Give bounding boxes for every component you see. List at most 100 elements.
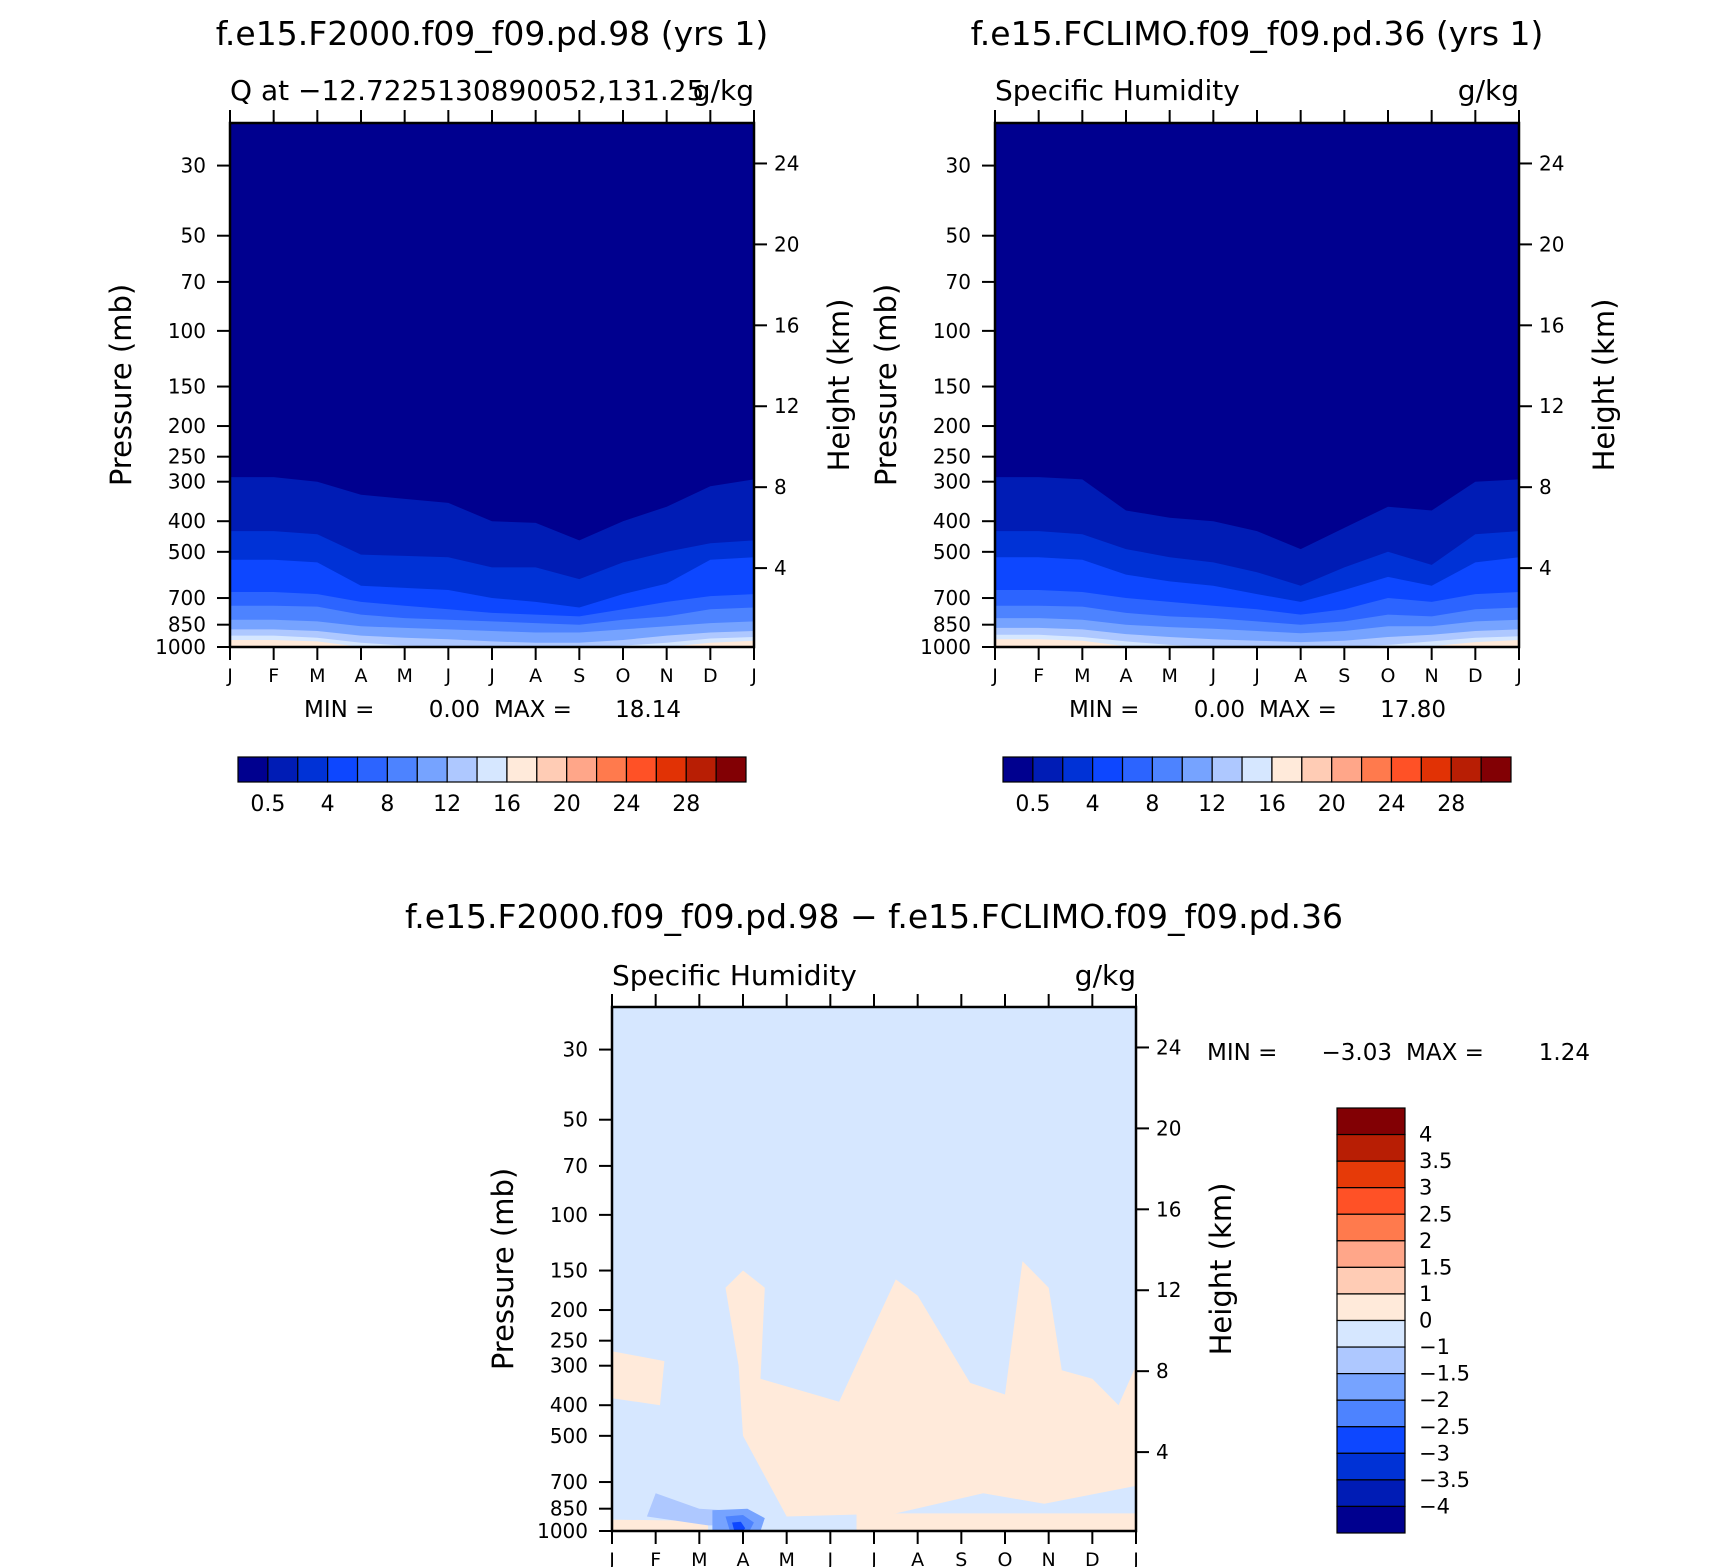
y-tick-label: 100 — [933, 319, 971, 343]
y-right-tick-label: 24 — [1156, 1035, 1181, 1059]
panel-2-min-label: MIN = — [1069, 697, 1139, 723]
y-right-tick-label: 20 — [1539, 232, 1564, 256]
panel-3-y-ticks-right: 24 20 16 12 8 4 — [1136, 1035, 1181, 1464]
y-right-tick-label: 24 — [1539, 151, 1564, 175]
colorbar-label: 4 — [1419, 1123, 1432, 1147]
panel-1-contours — [230, 123, 754, 647]
colorbar-box — [327, 756, 359, 783]
panel-1-title: f.e15.F2000.f09_f09.pd.98 (yrs 1) — [216, 14, 769, 53]
y-tick-label: 250 — [933, 445, 971, 469]
x-tick-label: J — [1132, 1549, 1139, 1567]
x-tick-label: M — [691, 1549, 707, 1567]
colorbar-box — [1336, 1240, 1406, 1268]
y-tick-label: 700 — [168, 586, 206, 610]
colorbar-box — [1002, 756, 1034, 783]
x-tick-label: O — [1381, 665, 1396, 687]
colorbar-box — [1336, 1479, 1406, 1508]
y-tick-label: 70 — [181, 270, 206, 294]
colorbar-box — [566, 756, 598, 783]
y-tick-label: 200 — [933, 414, 971, 438]
y-tick-label: 300 — [168, 470, 206, 494]
x-tick-label: A — [529, 665, 542, 687]
x-tick-label: O — [616, 665, 631, 687]
x-tick-label: F — [650, 1549, 661, 1567]
colorbar-label: 1.5 — [1419, 1255, 1452, 1279]
colorbar-box — [1336, 1133, 1406, 1162]
y-tick-label: 1000 — [155, 635, 206, 659]
colorbar-label: 0.5 — [250, 792, 285, 817]
panel-2-min-value: 0.00 — [1194, 697, 1245, 723]
y-right-tick-label: 4 — [1539, 556, 1552, 580]
colorbar-box — [237, 756, 269, 783]
panel-1-subtitle-left: Q at −12.7225130890052,131.25 — [230, 74, 704, 107]
panel-2-subtitle-right: g/kg — [1458, 74, 1519, 107]
panel-3-min-value: −3.03 — [1322, 1040, 1392, 1066]
panel-1-ylabel-right: Height (km) — [822, 299, 856, 472]
y-tick-label: 1000 — [537, 1519, 588, 1543]
colorbar-box — [1336, 1399, 1406, 1428]
colorbar-label: −1.5 — [1419, 1362, 1470, 1386]
x-tick-label: M — [1074, 665, 1090, 687]
colorbar-box — [1032, 756, 1064, 783]
y-tick-label: 30 — [181, 154, 206, 178]
positive-region — [856, 1513, 1136, 1531]
colorbar-box — [446, 756, 478, 783]
panel-2-ylabel-right: Height (km) — [1587, 299, 1621, 472]
y-tick-label: 500 — [933, 540, 971, 564]
colorbar-box — [655, 756, 687, 783]
x-tick-label: S — [955, 1549, 967, 1567]
y-right-tick-label: 20 — [774, 232, 799, 256]
y-tick-label: 700 — [933, 586, 971, 610]
colorbar-box — [1336, 1452, 1406, 1481]
contour-band — [230, 629, 754, 647]
y-tick-label: 400 — [550, 1393, 588, 1417]
colorbar-label: 16 — [1258, 792, 1286, 817]
x-tick-label: N — [660, 665, 674, 687]
x-tick-label: J — [991, 665, 998, 687]
positive-region — [725, 1261, 1136, 1517]
y-tick-label: 100 — [550, 1203, 588, 1227]
y-tick-label: 150 — [933, 375, 971, 399]
y-tick-label: 1000 — [920, 635, 971, 659]
colorbar-label: 24 — [1377, 792, 1405, 817]
x-tick-label: N — [1425, 665, 1439, 687]
x-tick-label: S — [1338, 665, 1350, 687]
colorbar-box — [1271, 756, 1303, 783]
x-tick-label: J — [1515, 665, 1522, 687]
y-right-tick-label: 4 — [1156, 1440, 1169, 1464]
colorbar-label: 8 — [1145, 792, 1159, 817]
panel-1-ylabel: Pressure (mb) — [104, 284, 138, 486]
colorbar-label: 28 — [672, 792, 700, 817]
colorbar-label: 20 — [1318, 792, 1346, 817]
colorbar-label: −3.5 — [1419, 1468, 1470, 1492]
contour-band — [230, 635, 754, 647]
x-tick-label: M — [396, 665, 412, 687]
colorbar-box — [1336, 1346, 1406, 1375]
panel-1-min-label: MIN = — [304, 697, 374, 723]
panel-1: f.e15.F2000.f09_f09.pd.98 (yrs 1) Q at −… — [104, 14, 856, 817]
x-tick-label: M — [1161, 665, 1177, 687]
colorbar-box — [1062, 756, 1094, 783]
x-tick-label: J — [1210, 665, 1217, 687]
x-tick-label: J — [608, 1549, 615, 1567]
panel-3-max-label: MAX = — [1406, 1040, 1484, 1066]
y-tick-label: 500 — [168, 540, 206, 564]
colorbar-box — [1211, 756, 1243, 783]
panel-2: f.e15.FCLIMO.f09_f09.pd.36 (yrs 1) Speci… — [869, 14, 1621, 817]
panel-2-title: f.e15.FCLIMO.f09_f09.pd.36 (yrs 1) — [971, 14, 1544, 53]
colorbar-box — [1336, 1107, 1406, 1136]
panel-2-ylabel: Pressure (mb) — [869, 284, 903, 486]
y-tick-label: 70 — [563, 1154, 588, 1178]
colorbar-label: 12 — [433, 792, 461, 817]
negative-region — [732, 1521, 746, 1531]
panel-2-colorbar: 0.5 4 8 12 16 20 24 28 — [1002, 756, 1512, 817]
colorbar-box — [1336, 1426, 1406, 1454]
positive-region — [612, 1519, 709, 1531]
colorbar-box — [506, 756, 538, 783]
colorbar-box — [715, 756, 747, 783]
y-tick-label: 50 — [563, 1108, 588, 1132]
